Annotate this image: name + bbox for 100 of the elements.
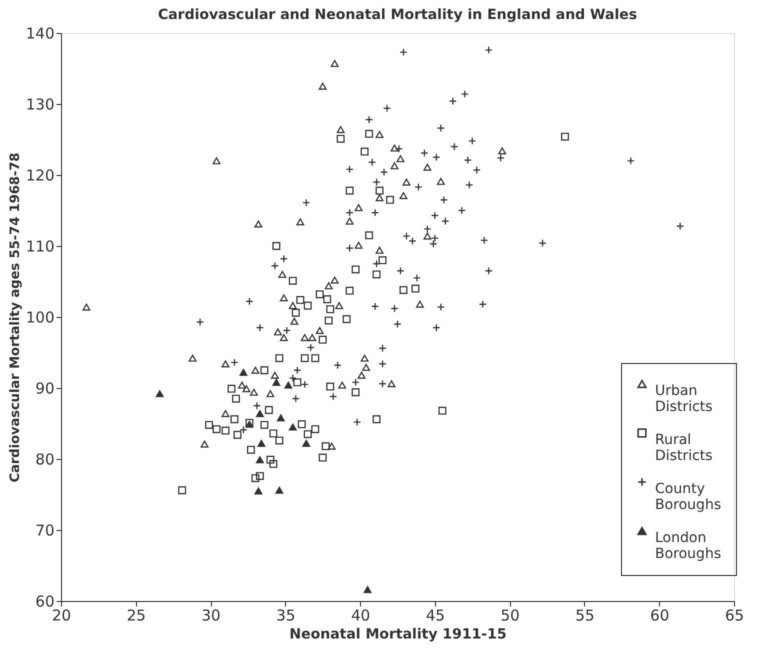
point bbox=[416, 300, 424, 308]
point bbox=[365, 130, 374, 138]
point bbox=[324, 316, 333, 325]
point bbox=[378, 256, 386, 264]
point bbox=[308, 334, 316, 342]
point bbox=[364, 586, 372, 594]
point bbox=[360, 354, 369, 362]
point bbox=[228, 384, 236, 393]
point bbox=[272, 378, 280, 386]
point bbox=[326, 305, 334, 314]
point bbox=[438, 406, 446, 415]
y-tick-label: 70 bbox=[35, 522, 54, 540]
point bbox=[352, 265, 360, 274]
point bbox=[423, 232, 432, 240]
point bbox=[274, 328, 282, 336]
legend-label: County Boroughs bbox=[655, 481, 722, 513]
y-tick-label: 140 bbox=[26, 24, 54, 42]
point bbox=[423, 164, 432, 171]
point bbox=[402, 178, 410, 186]
point bbox=[372, 270, 381, 278]
point bbox=[234, 430, 242, 439]
point bbox=[316, 326, 324, 334]
legend-label: Urban Districts bbox=[655, 383, 713, 415]
point bbox=[386, 196, 394, 204]
point bbox=[288, 276, 297, 285]
point bbox=[376, 131, 384, 138]
x-tick-label: 40 bbox=[351, 606, 370, 624]
point bbox=[246, 446, 255, 454]
point bbox=[365, 231, 374, 240]
point bbox=[264, 406, 273, 414]
point bbox=[260, 420, 268, 429]
point bbox=[232, 394, 240, 403]
point bbox=[178, 486, 186, 494]
point bbox=[362, 364, 370, 371]
point bbox=[322, 442, 330, 450]
x-axis-title: Neonatal Mortality 1911-15 bbox=[289, 626, 507, 642]
point bbox=[358, 372, 366, 379]
point bbox=[436, 178, 445, 185]
x-tick-label: 25 bbox=[126, 606, 146, 624]
point bbox=[254, 487, 262, 494]
point bbox=[290, 318, 298, 325]
x-tick-label: 35 bbox=[276, 606, 296, 624]
point bbox=[352, 388, 360, 396]
point bbox=[242, 385, 250, 392]
point bbox=[269, 429, 278, 438]
point bbox=[300, 334, 309, 342]
point bbox=[346, 286, 354, 295]
point bbox=[256, 456, 264, 464]
point bbox=[256, 410, 264, 418]
point bbox=[372, 415, 381, 424]
point bbox=[338, 382, 346, 389]
point bbox=[336, 126, 345, 134]
x-tick-label: 30 bbox=[202, 606, 221, 624]
x-tick-label: 50 bbox=[500, 606, 520, 624]
point bbox=[251, 474, 260, 482]
point bbox=[250, 388, 258, 396]
point bbox=[346, 218, 354, 225]
point bbox=[293, 378, 302, 386]
x-tick-label: 20 bbox=[52, 606, 72, 624]
y-tick-label: 100 bbox=[26, 308, 54, 326]
point bbox=[323, 295, 332, 304]
point bbox=[316, 290, 324, 298]
point bbox=[400, 192, 408, 200]
y-tick-label: 90 bbox=[35, 380, 54, 398]
point bbox=[275, 436, 284, 444]
chart-title: Cardiovascular and Neonatal Mortality in England and Wales bbox=[158, 7, 638, 23]
point bbox=[280, 334, 288, 342]
point bbox=[342, 315, 351, 324]
point bbox=[269, 460, 278, 468]
point bbox=[298, 420, 306, 428]
point bbox=[335, 302, 344, 310]
point bbox=[292, 308, 300, 317]
point bbox=[257, 440, 266, 447]
point bbox=[212, 425, 220, 434]
point bbox=[188, 354, 197, 362]
point bbox=[296, 218, 304, 226]
point bbox=[498, 147, 506, 154]
point bbox=[82, 304, 90, 311]
point bbox=[222, 410, 230, 418]
point bbox=[304, 302, 312, 310]
point bbox=[336, 134, 345, 143]
y-tick-label: 120 bbox=[26, 166, 54, 184]
point bbox=[311, 354, 320, 362]
point bbox=[376, 246, 384, 254]
point bbox=[300, 354, 309, 362]
point bbox=[400, 286, 408, 294]
point bbox=[275, 354, 284, 362]
point bbox=[230, 415, 238, 424]
point bbox=[276, 414, 285, 422]
point bbox=[200, 440, 209, 448]
point bbox=[346, 186, 354, 195]
point bbox=[328, 442, 336, 450]
y-tick-label: 60 bbox=[35, 592, 54, 610]
y-tick-label: 130 bbox=[26, 96, 54, 114]
point bbox=[318, 82, 327, 90]
point bbox=[376, 186, 384, 195]
point bbox=[266, 456, 274, 464]
point bbox=[288, 424, 297, 431]
point bbox=[205, 420, 214, 429]
point bbox=[326, 382, 334, 391]
